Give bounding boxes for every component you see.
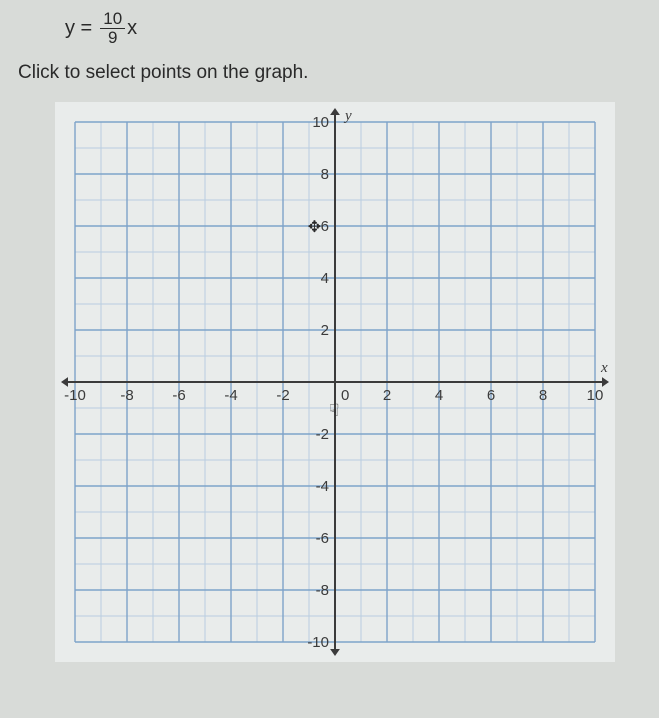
svg-text:-6: -6 [316,530,329,547]
svg-text:-4: -4 [224,387,237,404]
numerator: 10 [100,10,125,29]
coordinate-graph[interactable]: -10-8-6-4-20246810108642-2-4-6-8-10xy ✥ … [55,102,615,662]
svg-text:6: 6 [321,218,329,235]
svg-text:-8: -8 [120,387,133,404]
fraction: 10 9 [100,10,125,47]
equation-display: y = 10 9 x [65,10,659,47]
svg-text:-6: -6 [172,387,185,404]
svg-text:-2: -2 [276,387,289,404]
svg-text:-2: -2 [316,426,329,443]
graph-svg[interactable]: -10 -8 -6 -4 -2 0 2 4 6 8 10 10 8 6 4 2 -2 -4 -6 -8 -10 x y [55,102,615,662]
svg-text:x: x [600,360,608,376]
svg-text:10: 10 [312,114,329,131]
svg-text:6: 6 [487,387,495,404]
denominator: 9 [105,29,120,47]
svg-text:-10: -10 [64,387,86,404]
svg-text:-10: -10 [307,634,329,651]
svg-text:-4: -4 [316,478,329,495]
svg-text:8: 8 [539,387,547,404]
svg-text:2: 2 [321,322,329,339]
svg-text:4: 4 [321,270,329,287]
svg-text:4: 4 [435,387,443,404]
equation-lhs: y = [65,17,92,40]
svg-text:8: 8 [321,166,329,183]
svg-text:0: 0 [341,387,349,404]
equation-var: x [127,17,137,40]
svg-text:10: 10 [587,387,604,404]
svg-text:-8: -8 [316,582,329,599]
instruction-text: Click to select points on the graph. [18,62,659,84]
svg-text:y: y [343,108,352,124]
svg-text:2: 2 [383,387,391,404]
